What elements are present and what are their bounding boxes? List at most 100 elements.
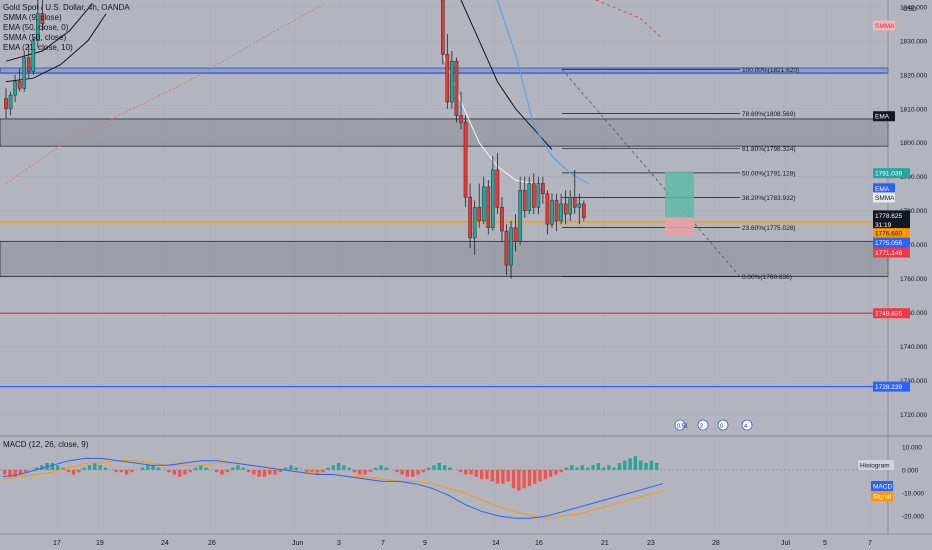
macd-hist-bar-62 (331, 465, 335, 470)
candle-body-25 (513, 227, 518, 242)
macd-hist-bar-53 (283, 467, 288, 470)
macd-hist-bar-110 (586, 467, 590, 470)
macd-hist-bar-108 (575, 467, 579, 470)
macd-hist-bar-109 (580, 465, 585, 470)
macd-hist-bar-75 (400, 469, 404, 475)
legend-ema-21[interactable]: EMA (21, close, 10) (3, 43, 73, 52)
macd-hist-bar-95 (506, 469, 510, 482)
macd-hist-bar-44 (236, 465, 240, 470)
symbol-title: Gold Spot / U.S. Dollar, 4h, OANDA (3, 3, 130, 12)
candle-body-2 (13, 81, 17, 96)
candle-body-27 (522, 190, 527, 211)
macd-hist-bar-63 (336, 463, 341, 470)
candle-body-15 (468, 196, 472, 239)
event-label-1: 2 (700, 424, 703, 430)
candle-body-0 (4, 98, 8, 109)
macd-hist-bar-98 (522, 469, 526, 489)
x-tick-0: 17 (53, 540, 61, 547)
candle-body-21 (495, 169, 500, 208)
macd-hist-bar-70 (374, 467, 378, 470)
event-marker-1 (697, 419, 709, 431)
macd-tag-bg-2 (871, 491, 893, 501)
macd-hist-bar-58 (310, 469, 314, 473)
macd-hist-bar-82 (437, 463, 441, 470)
indicator-legend: Gold Spot / U.S. Dollar, 4h, OANDA SMMA … (3, 3, 130, 53)
candle-body-29 (532, 183, 536, 208)
price-tag-3: EMA (875, 186, 890, 193)
macd-hist-bar-6 (34, 467, 39, 470)
macd-hist-bar-10 (56, 465, 60, 470)
candle-body-5 (26, 57, 31, 72)
y-tick-1840: 1840.000 (900, 4, 927, 11)
price-tag-bg-9 (873, 247, 910, 258)
macd-hist-bar-19 (103, 467, 108, 470)
fib-label-5: 23.60%(1775.028) (742, 225, 796, 232)
macd-hist-bar-122 (649, 460, 653, 470)
macd-hist-bar-86 (458, 469, 463, 473)
price-tag-4: SMMA (875, 195, 895, 202)
macd-hist-bar-37 (199, 465, 203, 470)
macd-hist-bar-27 (146, 465, 150, 470)
macd-hist-bar-119 (633, 456, 638, 470)
legend-smma-9[interactable]: SMMA (9, close) (3, 13, 62, 22)
candle-body-40 (582, 203, 586, 218)
macd-hist-bar-0 (3, 469, 7, 475)
macd-hist-bar-32 (172, 469, 176, 475)
macd-hist-bar-60 (321, 469, 325, 473)
legend-ema-50[interactable]: EMA (50, close, 0) (3, 23, 69, 32)
macd-hist-bar-2 (13, 469, 17, 477)
candle-body-13 (459, 115, 463, 123)
candle-body-35 (559, 203, 563, 222)
x-tick-1: 19 (96, 540, 104, 547)
price-tag-bg-11 (873, 381, 910, 392)
event-marker-2 (717, 419, 729, 431)
macd-legend[interactable]: MACD (12, 26, close, 9) (3, 440, 89, 449)
candle-body-11 (450, 60, 454, 103)
series-line-4 (460, 0, 553, 150)
y-tick-1730: 1730.000 (900, 378, 927, 385)
sr-zone-1 (0, 240, 889, 277)
macd-hist-bar-121 (644, 463, 648, 470)
series-line-2 (5, 2, 325, 184)
macd-hist-bar-50 (268, 469, 272, 475)
candle-body-38 (572, 196, 577, 208)
event-marker-3 (741, 419, 753, 431)
position-stop-box (665, 217, 694, 237)
candle-body-9 (441, 0, 445, 55)
legend-smma-50[interactable]: SMMA (50, close) (3, 33, 67, 42)
macd-hist-bar-67 (358, 469, 362, 475)
price-tag-2: 1791.039 (875, 171, 902, 178)
macd-hist-bar-102 (543, 469, 547, 480)
macd-hist-bar-55 (294, 467, 298, 470)
macd-hist-bar-123 (654, 463, 659, 470)
macd-hist-bar-93 (495, 469, 500, 484)
sr-zone-0 (0, 118, 889, 147)
macd-hist-bar-72 (384, 467, 388, 470)
currency-label: USD (903, 6, 917, 13)
macd-hist-bar-116 (617, 463, 622, 470)
macd-hist-bar-71 (379, 465, 383, 470)
fib-label-4: 38.20%(1783.932) (742, 195, 796, 202)
candle-body-23 (504, 230, 509, 266)
x-tick-14: 5 (823, 540, 827, 547)
macd-hist-bar-117 (623, 460, 627, 470)
macd-hist-bar-35 (188, 469, 192, 473)
macd-line (2, 457, 664, 519)
x-tick-5: 3 (337, 540, 341, 547)
price-tag-bg-10 (873, 308, 910, 319)
candle-body-19 (486, 186, 491, 228)
macd-hist-bar-90 (480, 469, 484, 480)
macd-hist-bar-41 (220, 469, 224, 475)
macd-tag-1: MACD (873, 484, 892, 491)
x-tick-11: 23 (647, 540, 655, 547)
macd-hist-bar-100 (533, 469, 537, 484)
candle-body-1 (8, 94, 13, 109)
y-tick-1820: 1820.000 (900, 72, 927, 79)
fib-label-6: 0.00%(1760.636) (742, 274, 792, 281)
x-tick-15: 7 (868, 540, 872, 547)
macd-hist-bar-29 (156, 467, 161, 470)
macd-hist-bar-47 (252, 469, 256, 475)
macd-y-tick-0: 10.000 (902, 444, 922, 451)
event-label-0: 0.51 (677, 424, 688, 430)
